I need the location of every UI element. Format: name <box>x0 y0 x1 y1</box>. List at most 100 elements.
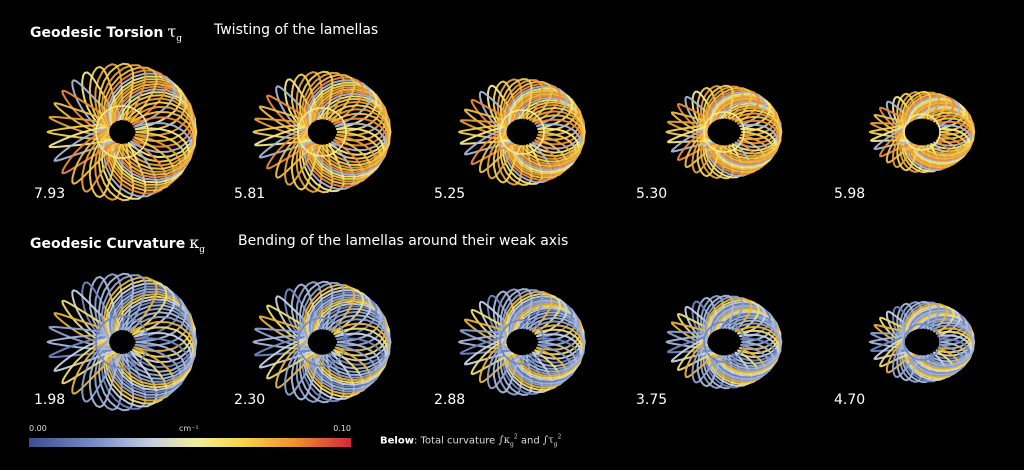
lamella-curve <box>459 297 581 383</box>
lamella-grid-drawing <box>458 78 586 186</box>
lamella-panel: 3.75 <box>632 250 816 420</box>
lamella-curve <box>254 291 386 388</box>
lamella-curve <box>459 87 581 173</box>
curvature-subscript: g <box>199 245 205 255</box>
lamella-curve <box>71 66 196 185</box>
lamella-inner-ring <box>297 107 347 157</box>
lamella-curve <box>61 69 195 179</box>
lamella-curve <box>879 304 974 372</box>
lamella-curve <box>676 309 781 386</box>
lamella-grid-drawing <box>252 70 392 194</box>
lamella-grid-drawing <box>252 280 392 404</box>
lamella-curve <box>879 102 974 170</box>
caption-bold: Below <box>380 435 414 447</box>
legend-max-label: 0.10 <box>333 424 351 433</box>
lamella-inner-ring <box>903 113 941 151</box>
torsion-subscript: g <box>176 34 182 44</box>
lamella-panel: 5.81 <box>230 40 414 210</box>
tau-integral: ∫τg2 <box>542 434 562 449</box>
curvature-symbol: κ <box>189 233 200 252</box>
lamella-curve <box>46 288 187 396</box>
lamella-curve <box>88 272 198 409</box>
lamella-curve <box>896 300 976 382</box>
lamella-curve <box>492 288 586 394</box>
lamella-curve <box>53 72 194 182</box>
lamella-curve <box>470 304 584 391</box>
legend-unit-label: cm⁻¹ <box>179 424 199 433</box>
total-curvature-value: 3.75 <box>636 392 668 408</box>
lamella-grid-drawing <box>665 84 783 180</box>
total-curvature-value: 2.30 <box>234 392 266 408</box>
lamella-curve <box>879 94 974 162</box>
lamella-curve <box>896 90 976 172</box>
lamella-curve <box>464 85 583 171</box>
lamella-curve <box>676 88 781 165</box>
lamella-inner-ring <box>703 111 745 153</box>
lamella-curve <box>48 75 191 184</box>
lamella-curve <box>88 62 198 199</box>
lamella-curve <box>290 70 392 191</box>
lamella-curve <box>667 302 778 378</box>
total-curvature-value: 5.25 <box>434 186 466 202</box>
lamella-panel: 5.30 <box>632 40 816 210</box>
lamella-curve <box>46 78 187 186</box>
lamella-curve <box>464 295 583 381</box>
lamella-curve <box>61 295 195 405</box>
lamella-panel: 4.70 <box>830 250 1014 420</box>
lamella-curve <box>676 298 781 375</box>
lamella-inner-ring <box>499 319 545 365</box>
lamella-inner-ring <box>297 317 347 367</box>
lamella-curve <box>266 76 390 174</box>
caption: Below: Total curvature ∫κg2 and ∫τg2 <box>380 434 561 448</box>
lamella-grid-drawing <box>665 294 783 390</box>
lamella-panel: 5.25 <box>430 40 614 210</box>
lamella-curve <box>667 92 778 168</box>
total-curvature-value: 5.98 <box>834 186 866 202</box>
lamella-curve <box>873 305 973 373</box>
lamella-curve <box>81 71 197 200</box>
lamella-inner-ring <box>499 109 545 155</box>
lamella-curve <box>53 282 194 392</box>
lamella-curve <box>670 90 780 167</box>
lamella-panel: 1.98 <box>30 250 214 420</box>
torsion-row-title: Geodesic Torsion τg <box>30 22 182 44</box>
lamella-curve <box>61 85 195 195</box>
lamella-curve <box>290 280 392 401</box>
lamella-curve <box>266 300 390 398</box>
lamella-inner-ring <box>703 321 745 363</box>
lamella-curve <box>254 81 386 178</box>
lamella-inner-ring <box>95 315 149 369</box>
lamella-grid-drawing <box>868 90 976 174</box>
lamella-curve <box>470 83 584 170</box>
total-curvature-value: 2.88 <box>434 392 466 408</box>
lamella-curve <box>258 289 388 386</box>
lamella-inner-ring <box>95 105 149 159</box>
lamella-curve <box>61 279 195 389</box>
torsion-title-text: Geodesic Torsion <box>30 25 164 41</box>
lamella-curve <box>676 99 781 176</box>
lamella-curve <box>892 91 975 168</box>
legend-min-label: 0.00 <box>29 424 47 433</box>
lamella-panel: 2.30 <box>230 250 414 420</box>
curvature-row-title: Geodesic Curvature κg <box>30 233 205 255</box>
lamella-curve <box>266 286 390 384</box>
lamella-curve <box>71 276 196 395</box>
lamella-grid-drawing <box>868 300 976 384</box>
lamella-curve <box>81 281 197 410</box>
lamella-curve <box>48 285 191 394</box>
total-curvature-value: 5.81 <box>234 186 266 202</box>
lamella-curve <box>81 64 197 193</box>
lamella-panel: 2.88 <box>430 250 614 420</box>
curvature-title-text: Geodesic Curvature <box>30 236 186 252</box>
total-curvature-value: 5.30 <box>636 186 668 202</box>
color-scale-legend: 0.00 cm⁻¹ 0.10 <box>29 424 351 454</box>
lamella-panel: 5.98 <box>830 40 1014 210</box>
total-curvature-value: 4.70 <box>834 392 866 408</box>
color-scale-bar <box>29 438 351 447</box>
lamella-inner-ring <box>903 323 941 361</box>
lamella-curve <box>258 79 388 176</box>
total-curvature-value: 7.93 <box>34 186 66 202</box>
lamella-panel: 7.93 <box>30 40 214 210</box>
lamella-curve <box>470 293 584 380</box>
kappa-integral: ∫κg2 <box>498 434 518 449</box>
